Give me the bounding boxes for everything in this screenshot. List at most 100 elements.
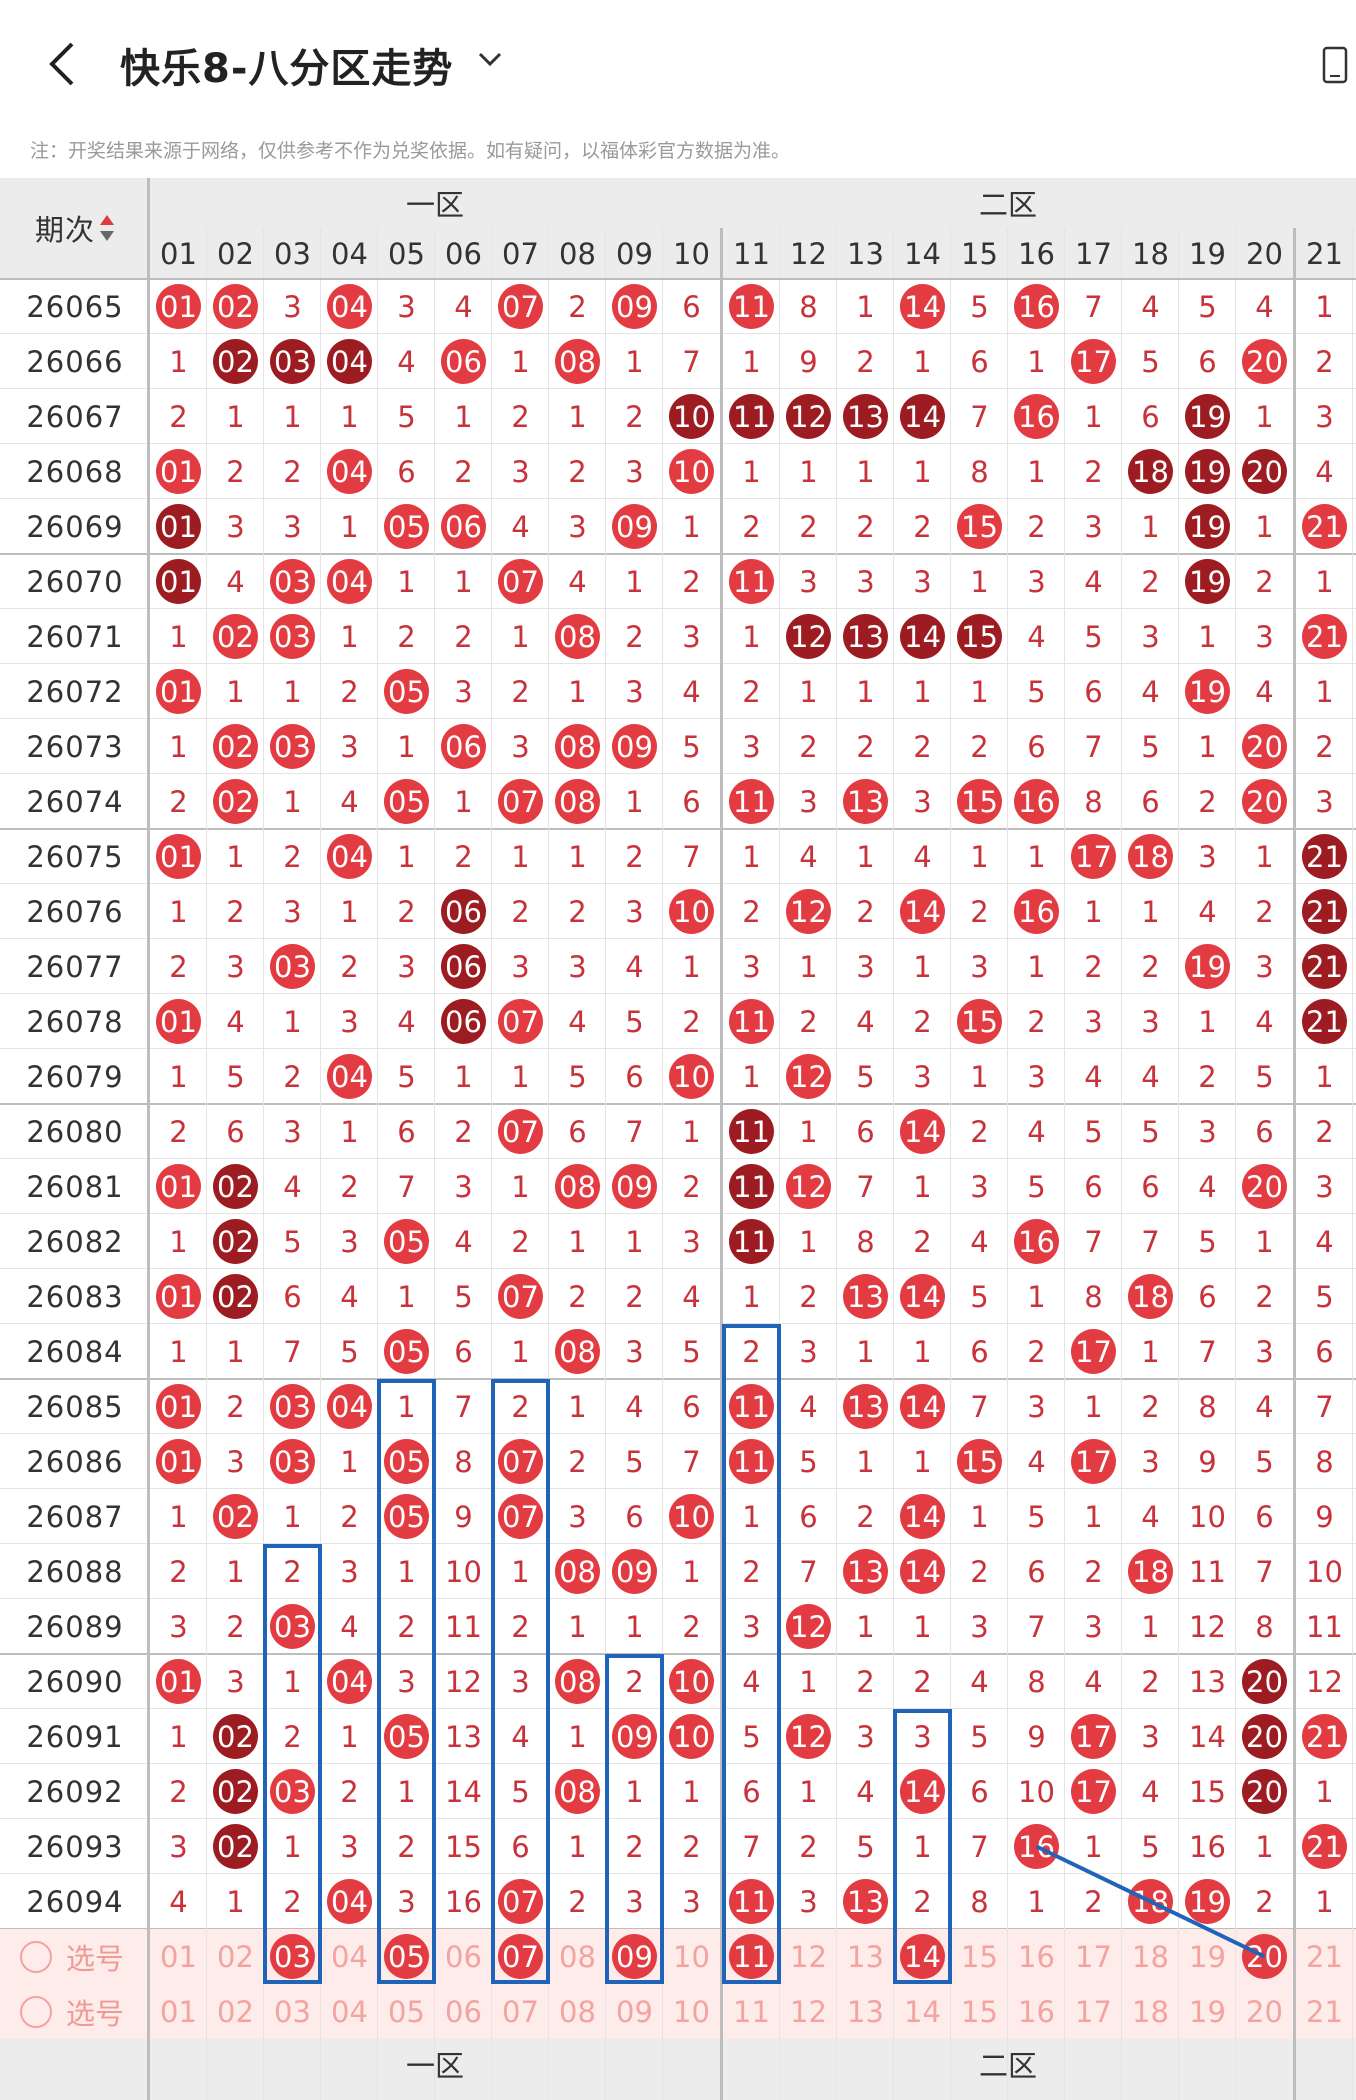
table-cell: 2 <box>1065 939 1122 994</box>
table-cell: 3 <box>606 1874 663 1929</box>
select-cell[interactable]: 09 <box>616 1994 653 2029</box>
miss-count: 4 <box>283 1169 302 1204</box>
select-cell[interactable]: 17 <box>1075 1939 1112 1974</box>
select-row-toggle[interactable]: 选号 <box>20 1929 150 1984</box>
select-cell[interactable]: 18 <box>1132 1994 1169 2029</box>
select-cell[interactable]: 16 <box>1018 1994 1055 2029</box>
select-cell[interactable]: 11 <box>733 1994 770 2029</box>
table-cell: 1 <box>150 719 207 774</box>
select-cell[interactable]: 05 <box>388 1994 425 2029</box>
miss-count: 1 <box>1027 839 1046 874</box>
sort-icon[interactable] <box>99 213 115 243</box>
miss-count: 3 <box>340 729 359 764</box>
select-cell[interactable]: 04 <box>331 1939 368 1974</box>
radio-icon[interactable] <box>20 1995 52 2028</box>
table-cell: 5 <box>207 1049 264 1104</box>
select-cell[interactable]: 15 <box>961 1994 998 2029</box>
select-cell[interactable]: 02 <box>217 1939 254 1974</box>
miss-count: 1 <box>970 1499 989 1534</box>
select-cell[interactable]: 10 <box>673 1939 710 1974</box>
chevron-down-icon[interactable] <box>476 50 504 70</box>
select-cell[interactable]: 08 <box>559 1994 596 2029</box>
miss-count: 2 <box>682 1829 701 1864</box>
miss-count: 6 <box>397 1114 416 1149</box>
table-cell: 5 <box>321 1324 378 1379</box>
miss-count: 1 <box>283 1664 302 1699</box>
select-cell[interactable]: 16 <box>1018 1939 1055 1974</box>
table-cell: 3 <box>606 444 663 499</box>
table-cell: 3 <box>207 939 264 994</box>
miss-count: 3 <box>568 949 587 984</box>
miss-count: 1 <box>1084 399 1103 434</box>
table-cell: 11 <box>723 554 780 609</box>
drawn-number-ball: 20 <box>1242 1714 1287 1759</box>
select-cell[interactable]: 10 <box>673 1994 710 2029</box>
select-cell[interactable]: 19 <box>1189 1994 1226 2029</box>
select-cell[interactable]: 06 <box>445 1994 482 2029</box>
table-cell: 08 <box>549 719 606 774</box>
table-cell: 1 <box>378 1379 435 1434</box>
table-cell: 10 <box>1179 1489 1236 1544</box>
table-cell: 1 <box>606 1764 663 1819</box>
miss-count: 1 <box>913 1334 932 1369</box>
miss-count: 4 <box>970 1224 989 1259</box>
select-cell[interactable]: 12 <box>790 1994 827 2029</box>
miss-count: 8 <box>970 1884 989 1919</box>
period-header[interactable]: 期次 <box>0 198 150 258</box>
select-cell[interactable]: 02 <box>217 1994 254 2029</box>
table-cell: 02 <box>207 334 264 389</box>
table-cell: 1 <box>321 1709 378 1764</box>
select-cell[interactable]: 01 <box>160 1994 197 2029</box>
select-cell[interactable]: 06 <box>445 1939 482 1974</box>
period-cell: 26081 <box>26 1169 124 1204</box>
miss-count: 1 <box>913 1609 932 1644</box>
miss-count: 4 <box>1255 289 1274 324</box>
select-cell[interactable]: 14 <box>904 1994 941 2029</box>
table-cell: 1 <box>150 1709 207 1764</box>
miss-count: 2 <box>568 1444 587 1479</box>
miss-count: 5 <box>856 1059 875 1094</box>
miss-count: 5 <box>1198 1224 1217 1259</box>
select-cell[interactable]: 15 <box>961 1939 998 1974</box>
miss-count: 2 <box>568 454 587 489</box>
table-cell: 7 <box>1296 1379 1353 1434</box>
back-arrow-icon[interactable] <box>44 40 84 88</box>
table-cell: 1 <box>951 664 1008 719</box>
select-cell[interactable]: 21 <box>1306 1994 1343 2029</box>
drawn-number-ball: 07 <box>498 779 543 824</box>
table-cell: 2 <box>1179 774 1236 829</box>
drawn-number-ball: 07 <box>498 1439 543 1484</box>
select-cell[interactable]: 08 <box>559 1939 596 1974</box>
device-rotate-icon[interactable] <box>1322 46 1356 86</box>
select-cell[interactable]: 21 <box>1306 1939 1343 1974</box>
drawn-number-ball: 16 <box>1014 394 1059 439</box>
miss-count: 2 <box>913 729 932 764</box>
select-cell[interactable]: 07 <box>502 1994 539 2029</box>
miss-count: 2 <box>1255 894 1274 929</box>
select-cell[interactable]: 01 <box>160 1939 197 1974</box>
miss-count: 3 <box>1027 564 1046 599</box>
select-cell[interactable]: 20 <box>1246 1994 1283 2029</box>
table-cell: 2 <box>1236 1269 1293 1324</box>
drawn-number-ball: 05 <box>384 1439 429 1484</box>
miss-count: 7 <box>1141 1224 1160 1259</box>
miss-count: 3 <box>1315 784 1334 819</box>
select-cell[interactable]: 13 <box>847 1939 884 1974</box>
table-cell: 8 <box>780 279 837 334</box>
table-cell: 09 <box>606 719 663 774</box>
radio-icon[interactable] <box>20 1940 52 1973</box>
select-cell[interactable]: 03 <box>274 1994 311 2029</box>
table-cell: 01 <box>150 1269 207 1324</box>
select-cell[interactable]: 17 <box>1075 1994 1112 2029</box>
select-cell[interactable]: 18 <box>1132 1939 1169 1974</box>
table-cell: 07 <box>492 1434 549 1489</box>
select-row-toggle[interactable]: 选号 <box>20 1984 150 2039</box>
select-cell[interactable]: 19 <box>1189 1939 1226 1974</box>
select-cell[interactable]: 04 <box>331 1994 368 2029</box>
select-cell[interactable]: 12 <box>790 1939 827 1974</box>
miss-count: 2 <box>226 894 245 929</box>
table-cell: 6 <box>663 279 720 334</box>
table-cell: 1 <box>264 994 321 1049</box>
select-cell[interactable]: 13 <box>847 1994 884 2029</box>
table-cell: 4 <box>321 774 378 829</box>
